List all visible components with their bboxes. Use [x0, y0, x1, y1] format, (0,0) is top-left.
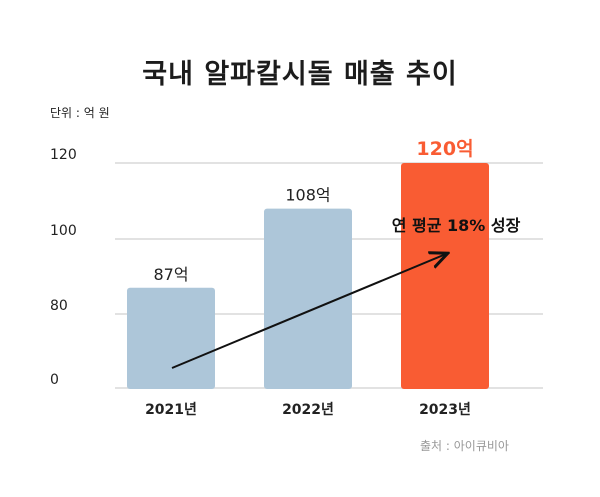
- data-label: 108억: [285, 186, 330, 205]
- growth-arrow: [171, 254, 446, 369]
- y-tick-label: 120: [50, 147, 77, 163]
- x-tick-label: 2023년: [419, 402, 471, 418]
- x-tick-label: 2021년: [145, 402, 197, 418]
- growth-annotation: 연 평균 18% 성장: [392, 216, 521, 235]
- unit-label: 단위 : 억 원: [50, 106, 110, 120]
- y-tick-label: 0: [50, 372, 59, 388]
- bar-2023년: [401, 163, 489, 389]
- chart-title: 국내 알파칼시돌 매출 추이: [142, 59, 458, 90]
- bar-2022년: [264, 208, 352, 389]
- y-tick-label: 80: [50, 298, 68, 314]
- y-tick-label: 100: [50, 223, 77, 239]
- source-label: 출처 : 아이큐비아: [420, 439, 509, 453]
- data-label: 87억: [153, 265, 188, 284]
- bar-2021년: [127, 287, 215, 389]
- x-tick-label: 2022년: [282, 402, 334, 418]
- data-label: 120억: [416, 138, 473, 160]
